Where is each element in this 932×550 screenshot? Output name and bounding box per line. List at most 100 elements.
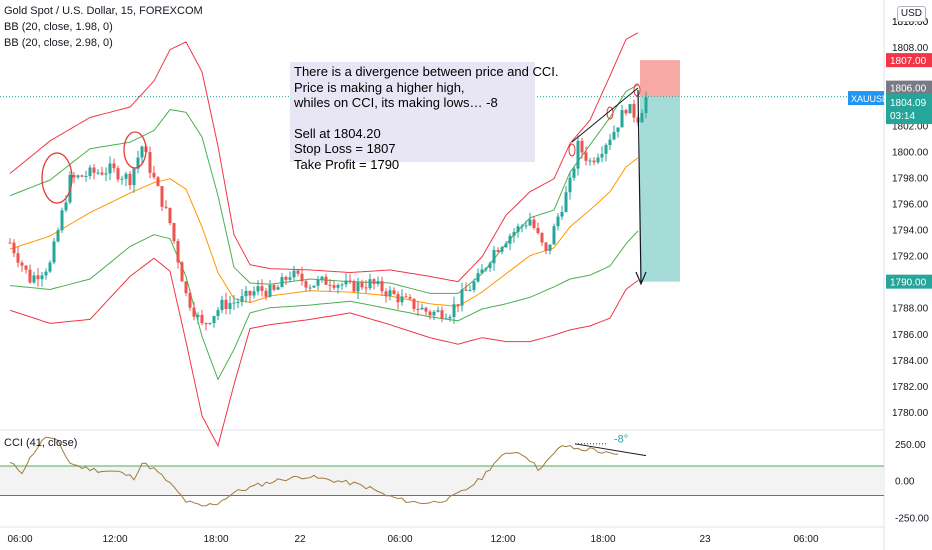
candle-body [348, 280, 352, 282]
highlight-circle [568, 143, 576, 157]
candle-body [260, 286, 264, 291]
candle [484, 267, 488, 273]
last-price-tag: 1804.09 [890, 98, 927, 109]
candle-body [540, 233, 544, 243]
currency-selector[interactable]: USD [896, 6, 926, 22]
candle-body [580, 140, 584, 153]
candle-body [600, 153, 604, 158]
price-trendline [571, 87, 639, 143]
candle [304, 279, 308, 292]
candle-body [456, 304, 460, 306]
candle [60, 207, 64, 233]
highlight-circle [123, 131, 147, 169]
candle-body [356, 282, 360, 292]
candle [480, 263, 484, 274]
candle [420, 303, 424, 310]
candle [44, 268, 48, 280]
candle-body [292, 270, 296, 278]
candle [352, 279, 356, 293]
time-tick-label: 12:00 [102, 534, 127, 545]
candle-body [612, 131, 616, 140]
candle-body [444, 318, 448, 320]
candle-body [576, 140, 580, 169]
candle-body [332, 285, 336, 288]
note-line: Sell at 1804.20 [294, 125, 381, 141]
candle-body [336, 284, 340, 288]
candle [416, 301, 420, 316]
candle [184, 280, 188, 297]
candle-body [112, 163, 116, 169]
candle [280, 272, 284, 288]
candle [128, 170, 132, 190]
candle [540, 232, 544, 247]
candle [576, 135, 580, 176]
candle-body [316, 279, 320, 286]
candle-body [216, 310, 220, 317]
candle-body [424, 307, 428, 312]
note-line [294, 111, 531, 126]
candle-body [40, 275, 44, 280]
candle-body [124, 173, 128, 179]
candle [264, 287, 268, 301]
cci-angle-label: -8° [614, 433, 628, 445]
candle-body [596, 157, 600, 163]
candle-body [512, 232, 516, 236]
candle-body [300, 273, 304, 282]
price-tick-label: 1800.00 [892, 147, 929, 158]
candle [588, 157, 592, 166]
candle-body [344, 280, 348, 285]
price-tick-label: 1780.00 [892, 408, 929, 419]
candle [48, 260, 52, 273]
candle-body [100, 172, 104, 175]
price-tick-label: 1794.00 [892, 226, 929, 237]
candle-body [120, 178, 124, 180]
candle-body [420, 307, 424, 310]
candle [92, 164, 96, 180]
cci-trendline [574, 443, 647, 457]
candle-body [624, 110, 628, 114]
note-line: Price is making a higher high, [294, 79, 465, 95]
candle-body [328, 284, 332, 286]
candle-body [396, 294, 400, 303]
candle-body [108, 163, 112, 174]
candle [300, 266, 304, 286]
candle [100, 166, 104, 176]
candle-body [280, 276, 284, 288]
candle-body [248, 290, 252, 296]
candle [168, 207, 172, 226]
candle-body [264, 290, 268, 297]
bb-inner-upper [9, 84, 639, 294]
candle-body [224, 299, 228, 310]
candle-body [152, 172, 156, 178]
cci-band-fill [0, 465, 884, 496]
candle-body [20, 262, 24, 266]
time-tick-label: 12:00 [490, 534, 515, 545]
time-tick-label: 23 [699, 534, 711, 545]
candle-body [604, 145, 608, 154]
candle-body [364, 287, 368, 289]
cci-tick-label: 0.00 [895, 477, 915, 488]
candle [608, 133, 612, 151]
candle-body [284, 276, 288, 280]
price-tick-label: 1792.00 [892, 252, 929, 263]
candle-body [168, 207, 172, 224]
candle-body [188, 293, 192, 308]
candle [456, 304, 460, 313]
candle [396, 291, 400, 310]
candle-body [488, 263, 492, 269]
candle-body [36, 275, 40, 280]
candle [536, 222, 540, 235]
candle-body [448, 316, 452, 319]
candle [508, 233, 512, 251]
candle [276, 284, 280, 290]
candle [8, 238, 12, 244]
candle-body [52, 241, 56, 263]
candle [260, 279, 264, 297]
candle-body [296, 270, 300, 274]
candle-body [416, 308, 420, 310]
candle [192, 301, 196, 321]
candle-body [556, 216, 560, 227]
candle [400, 289, 404, 306]
candle [372, 278, 376, 290]
candle-body [196, 315, 200, 317]
